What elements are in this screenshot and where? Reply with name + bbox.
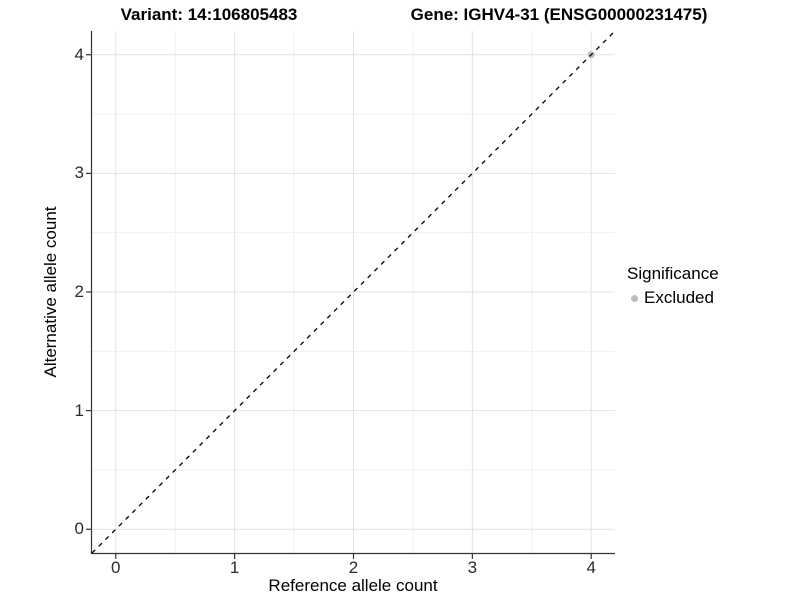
y-tick-label: 3 xyxy=(74,163,84,183)
x-tick-label: 0 xyxy=(111,558,121,577)
y-tick-label: 0 xyxy=(74,519,84,539)
x-tick-label: 1 xyxy=(229,558,240,577)
x-tick-label: 2 xyxy=(348,558,359,577)
legend-title: Significance xyxy=(627,264,719,283)
x-tick-label: 3 xyxy=(467,558,478,577)
legend-item-excluded: Excluded xyxy=(627,288,719,308)
legend-key-circle-icon xyxy=(631,294,638,302)
legend-item-label: Excluded xyxy=(644,288,714,307)
x-axis-label: Reference allele count xyxy=(268,576,438,595)
legend: Significance Excluded xyxy=(627,264,719,308)
y-tick-label: 1 xyxy=(74,400,84,420)
y-tick-label: 4 xyxy=(74,44,84,64)
x-tick-label: 4 xyxy=(586,558,596,577)
plot-title-variant: Variant: 14:106805483 xyxy=(120,5,298,24)
y-tick-label: 2 xyxy=(74,282,84,301)
plot-title-gene: Gene: IGHV4-31 (ENSG00000231475) xyxy=(410,5,708,24)
